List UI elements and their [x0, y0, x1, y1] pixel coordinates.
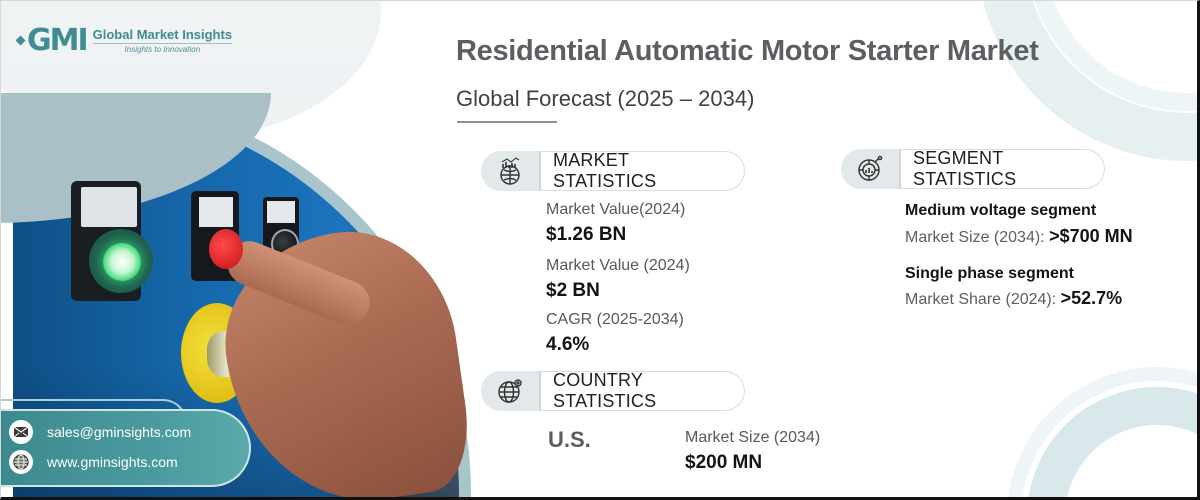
logo-text: Global Market Insights Insights to Innov… — [92, 27, 233, 54]
pie-chart-icon — [841, 149, 899, 189]
market-statistics-header: MARKET STATISTICS — [481, 150, 745, 191]
stat-label: Market Value(2024) — [546, 201, 686, 218]
stat-value: $200 MN — [685, 452, 763, 473]
stat-value: $2 BN — [546, 280, 600, 301]
segment-metric-value: >52.7% — [1060, 288, 1123, 308]
segment-metric: Market Size (2034): >$700 MN — [905, 226, 1133, 247]
country-statistics-header: COUNTRY STATISTICS — [481, 370, 745, 411]
red-push-button — [209, 229, 243, 269]
decorative-arc-bottom-right-outer — [1007, 367, 1197, 497]
segment-metric-label: Market Share (2024): — [905, 291, 1057, 308]
contact-website[interactable]: www.gminsights.com — [47, 454, 178, 470]
button-label-plate — [81, 187, 137, 227]
page-title: Residential Automatic Motor Starter Mark… — [456, 35, 1039, 67]
page-subtitle: Global Forecast (2025 – 2034) — [456, 86, 755, 111]
country-name: U.S. — [548, 427, 591, 452]
segment-metric: Market Share (2024): >52.7% — [905, 288, 1122, 309]
segment-metric-label: Market Size (2034): — [905, 229, 1045, 246]
stat-label: Market Value (2024) — [546, 257, 690, 274]
section-heading: MARKET STATISTICS — [539, 150, 745, 191]
logo-mark: GMI — [15, 23, 89, 58]
logo-diamond-icon — [15, 35, 26, 46]
brand-name: Global Market Insights — [92, 27, 233, 44]
segment-metric-value: >$700 MN — [1049, 226, 1133, 246]
stat-value: $1.26 BN — [546, 224, 627, 245]
segment-title: Single phase segment — [905, 265, 1074, 282]
brand-tagline: Insights to Innovation — [124, 45, 201, 54]
globe-icon — [9, 450, 33, 474]
contact-box: sales@gminsights.com www.gminsights.com — [1, 409, 251, 487]
button-label-plate — [267, 201, 295, 223]
stat-label: CAGR (2025-2034) — [546, 311, 684, 328]
stat-value: 4.6% — [546, 334, 590, 355]
globe-pin-icon — [481, 371, 539, 411]
segment-statistics-header: SEGMENT STATISTICS — [841, 148, 1105, 189]
section-heading: COUNTRY STATISTICS — [539, 370, 745, 411]
contact-email[interactable]: sales@gminsights.com — [47, 424, 192, 440]
contact-email-row[interactable]: sales@gminsights.com — [9, 417, 249, 447]
stat-label: Market Size (2034) — [685, 429, 821, 446]
contact-website-row[interactable]: www.gminsights.com — [9, 447, 249, 477]
globe-chart-icon — [481, 151, 539, 191]
logo-letters: GMI — [27, 23, 89, 58]
green-indicator-light — [103, 243, 141, 281]
gmi-logo: GMI Global Market Insights Insights to I… — [15, 23, 233, 58]
section-heading: SEGMENT STATISTICS — [899, 148, 1105, 189]
button-label-plate — [199, 197, 233, 227]
title-divider — [457, 121, 557, 123]
envelope-icon — [9, 420, 33, 444]
segment-title: Medium voltage segment — [905, 202, 1097, 219]
